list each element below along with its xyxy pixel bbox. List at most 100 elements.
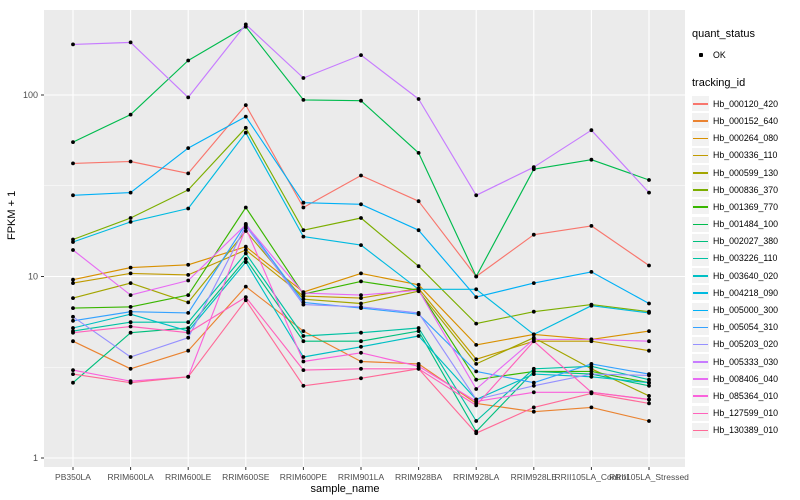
data-point bbox=[186, 146, 191, 151]
legend-item-Hb_003640_020: Hb_003640_020 bbox=[692, 267, 800, 284]
legend-label: Hb_000120_420 bbox=[713, 98, 779, 109]
legend-color-key bbox=[692, 233, 709, 249]
tracking-legend-items: Hb_000120_420 Hb_000152_640 Hb_000264_080 H… bbox=[692, 95, 800, 439]
data-point bbox=[71, 368, 75, 372]
legend-label: Hb_003640_020 bbox=[713, 270, 779, 281]
data-point bbox=[186, 311, 191, 315]
data-point bbox=[186, 374, 191, 379]
data-point bbox=[71, 318, 75, 323]
data-point bbox=[243, 125, 248, 130]
legend-line-swatch bbox=[693, 257, 708, 260]
legend-color-key bbox=[692, 165, 709, 181]
panel-background bbox=[44, 10, 685, 467]
legend-line-swatch bbox=[693, 240, 708, 243]
data-point bbox=[71, 42, 75, 47]
black-point-icon bbox=[698, 52, 703, 57]
legend-label: Hb_005000_300 bbox=[713, 305, 779, 316]
x-tick-label: RRIM600SE bbox=[222, 472, 270, 482]
x-tick-label: RRIM928BA bbox=[395, 472, 443, 482]
legend-line-swatch bbox=[693, 378, 708, 380]
data-point bbox=[474, 369, 479, 374]
data-point bbox=[71, 240, 75, 244]
data-point bbox=[359, 296, 363, 300]
data-point bbox=[243, 257, 248, 261]
data-point bbox=[243, 114, 248, 119]
data-point bbox=[474, 295, 479, 299]
data-point bbox=[359, 330, 363, 335]
legend-color-key bbox=[692, 268, 709, 284]
data-point bbox=[416, 329, 421, 333]
legend-line-swatch bbox=[693, 103, 708, 105]
x-tick-label: RRIM901LA bbox=[338, 472, 385, 482]
legend-label: Hb_004218_090 bbox=[713, 287, 779, 298]
data-point bbox=[359, 305, 363, 309]
legend-color-key bbox=[692, 147, 709, 163]
data-point bbox=[474, 362, 479, 366]
legend-line-swatch bbox=[693, 120, 708, 122]
legend-line-swatch bbox=[693, 326, 708, 329]
data-point bbox=[128, 265, 133, 270]
legend-label: Hb_001484_100 bbox=[713, 219, 779, 230]
legend-color-key bbox=[692, 319, 709, 335]
data-point bbox=[531, 232, 536, 237]
data-point bbox=[128, 190, 133, 195]
data-point bbox=[359, 271, 363, 276]
data-point bbox=[589, 369, 594, 374]
legend-line-swatch bbox=[693, 137, 708, 140]
data-point bbox=[531, 380, 536, 385]
data-point bbox=[647, 397, 651, 402]
legend-color-key bbox=[692, 354, 709, 370]
data-point bbox=[589, 405, 594, 410]
data-point bbox=[301, 368, 306, 372]
legend-label: Hb_005333_030 bbox=[713, 356, 779, 367]
legend-item-Hb_003226_110: Hb_003226_110 bbox=[692, 250, 800, 267]
x-tick-label: RRII105LA_Control bbox=[555, 472, 629, 482]
data-point bbox=[589, 372, 594, 376]
legend-item-Hb_000336_110: Hb_000336_110 bbox=[692, 147, 800, 164]
legend-color-key bbox=[692, 302, 709, 318]
data-point bbox=[647, 311, 651, 315]
data-point bbox=[186, 293, 191, 297]
legend-item-Hb_001369_770: Hb_001369_770 bbox=[692, 198, 800, 215]
data-point bbox=[589, 374, 594, 379]
x-tick-label: RRIM600LA bbox=[107, 472, 154, 482]
y-axis-title: FPKM + 1 bbox=[6, 190, 18, 240]
data-point bbox=[128, 159, 133, 164]
data-point bbox=[589, 391, 594, 396]
legend-color-key bbox=[692, 250, 709, 266]
data-point bbox=[416, 282, 421, 287]
data-point bbox=[301, 302, 306, 307]
ok-point-key bbox=[692, 47, 709, 63]
legend-label: Hb_000599_130 bbox=[713, 167, 779, 178]
data-point bbox=[359, 359, 363, 364]
legend-line-swatch bbox=[693, 429, 708, 432]
data-point bbox=[647, 348, 651, 353]
data-point bbox=[474, 321, 479, 326]
legend-item-Hb_000836_370: Hb_000836_370 bbox=[692, 181, 800, 198]
data-point bbox=[71, 380, 75, 385]
legend-label: Hb_001369_770 bbox=[713, 201, 779, 212]
legend-item-Hb_085364_010: Hb_085364_010 bbox=[692, 387, 800, 404]
legend-color-key bbox=[692, 336, 709, 352]
data-point bbox=[474, 193, 479, 198]
data-point bbox=[589, 224, 594, 228]
data-point bbox=[359, 376, 363, 381]
data-point bbox=[301, 334, 306, 338]
data-point bbox=[647, 401, 651, 406]
data-point bbox=[647, 383, 651, 388]
data-point bbox=[186, 320, 191, 325]
data-point bbox=[359, 98, 363, 103]
data-point bbox=[416, 288, 421, 293]
data-point bbox=[531, 409, 536, 414]
data-point bbox=[359, 243, 363, 248]
data-point bbox=[243, 244, 248, 249]
data-point bbox=[186, 58, 191, 63]
data-point bbox=[647, 377, 651, 382]
legend-label: Hb_085364_010 bbox=[713, 390, 779, 401]
data-point bbox=[71, 277, 75, 282]
data-point bbox=[186, 188, 191, 192]
data-point bbox=[647, 301, 651, 306]
data-point bbox=[128, 112, 133, 117]
